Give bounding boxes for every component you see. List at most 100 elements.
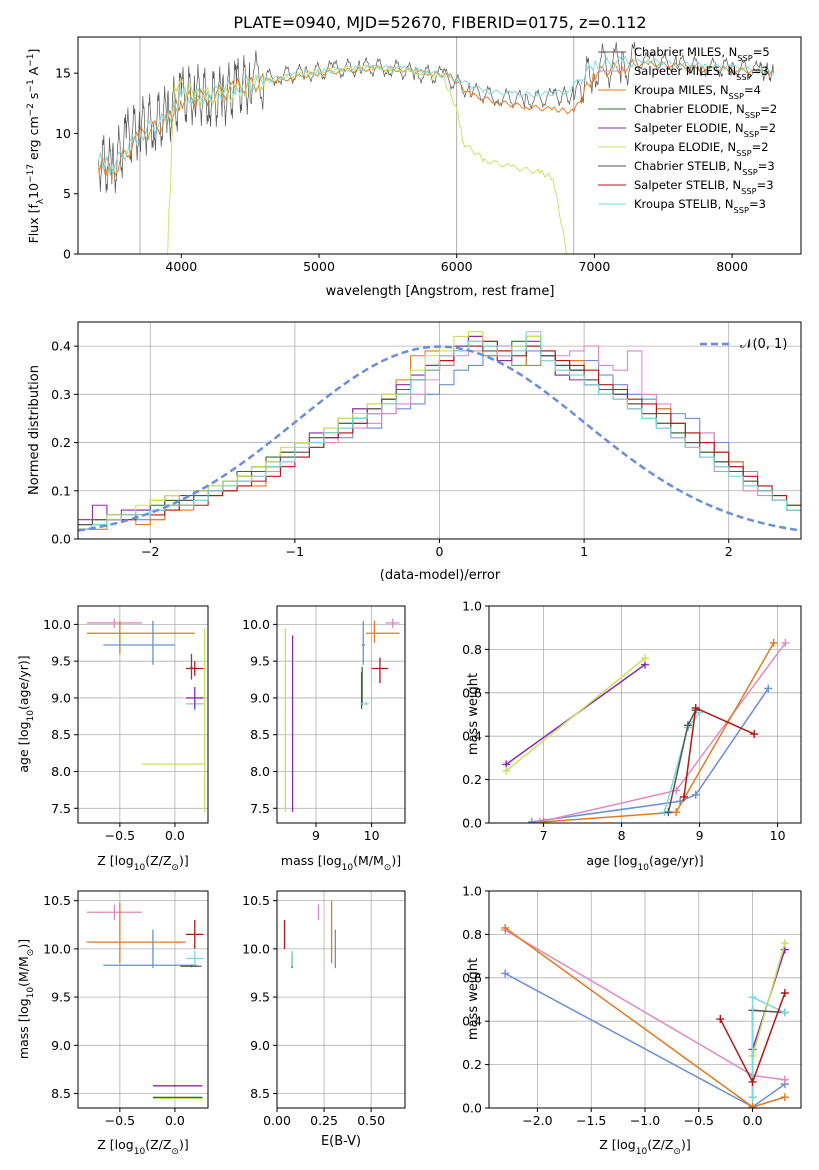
axes: −2.0 −1.5 −1.0 −0.5 0.0 0.0 0.2 0.4 0.6 0.8 1.0 <box>462 884 802 1128</box>
y-axis-label: age [log10(age/yr)] <box>16 655 36 772</box>
x-axis-label: wavelength [Angstrom, rest frame] <box>326 284 555 299</box>
data-point <box>691 790 700 799</box>
axes-frame <box>77 36 802 255</box>
errorbar <box>86 902 186 964</box>
legend-label: Chabrier ELODIE, NSSP=2 <box>634 102 777 120</box>
errorbar <box>360 672 363 709</box>
legend-label: Kroupa MILES, NSSP=4 <box>634 83 761 101</box>
y-axis-label: mass weight <box>466 673 481 755</box>
axes: 0.00 0.25 0.50 8.5 9.0 9.5 10.0 10.5 <box>242 890 406 1128</box>
axes-frame <box>276 605 406 824</box>
x-tick-label: 7 <box>540 828 548 843</box>
x-tick-label: 4000 <box>165 259 197 274</box>
axes: −0.5 0.0 7.5 8.0 8.5 9.0 9.5 10.0 <box>43 605 209 843</box>
panel-age_vs_z: −0.5 0.0 7.5 8.0 8.5 9.0 9.5 10.0 Z [log10(Z/Z⊙)… <box>16 605 209 873</box>
y-tick-label: 10.5 <box>43 893 71 908</box>
x-axis-label: Z [log10(Z/Z⊙)] <box>97 853 188 873</box>
panel-weight_vs_z: −2.0 −1.5 −1.0 −0.5 0.0 0.0 0.2 0.4 0.6 0.8 1.0 Z [… <box>462 884 802 1157</box>
data-point <box>680 792 688 801</box>
data-point <box>716 1015 725 1024</box>
x-tick-label: 10 <box>770 828 786 843</box>
y-tick-label: 0.1 <box>51 483 71 498</box>
y-tick-label: 0.4 <box>462 729 482 744</box>
x-tick-label: 1 <box>580 544 588 559</box>
data-point <box>664 808 673 817</box>
x-tick-label: 0.0 <box>165 828 185 843</box>
histogram-step <box>78 340 801 530</box>
x-tick-label: −2.0 <box>522 1113 552 1128</box>
data-point <box>691 703 700 712</box>
legend-label: Kroupa STELIB, NSSP=3 <box>634 197 766 215</box>
y-tick-label: 0.0 <box>462 816 482 831</box>
y-tick-label: 8.0 <box>51 764 71 779</box>
panel-mass_vs_ebv: 0.00 0.25 0.50 8.5 9.0 9.5 10.0 10.5 E(B-V) <box>242 890 406 1149</box>
y-tick-label: 0.4 <box>462 1014 482 1029</box>
plot-area <box>284 618 400 812</box>
y-tick-label: 9.5 <box>250 990 270 1005</box>
axes-frame <box>276 890 406 1109</box>
panel-age_vs_mass: 9 10 7.5 8.0 8.5 9.0 9.5 10.0 mass [log10(M/M⊙)] <box>242 605 406 873</box>
errorbar <box>180 965 202 968</box>
axes: 9 10 7.5 8.0 8.5 9.0 9.5 10.0 <box>242 605 406 843</box>
x-tick-label: 0.50 <box>357 1113 385 1128</box>
y-tick-label: 0.8 <box>462 927 482 942</box>
y-tick-label: 9.5 <box>51 990 71 1005</box>
x-axis-label: age [log10(age/yr)] <box>586 853 703 873</box>
y-tick-label: 1.0 <box>462 599 482 614</box>
axes: −0.5 0.0 8.5 9.0 9.5 10.0 10.5 <box>43 890 209 1128</box>
x-tick-label: 0.0 <box>165 1113 185 1128</box>
errorbar <box>103 620 175 665</box>
series-line <box>683 706 755 798</box>
x-tick-label: −1.0 <box>630 1113 660 1128</box>
y-tick-label: 9.0 <box>51 1038 71 1053</box>
y-axis-label: Normed distribution <box>27 365 42 495</box>
plot-area <box>283 900 337 969</box>
x-tick-label: 8 <box>618 828 626 843</box>
x-tick-label: 2 <box>725 544 733 559</box>
data-point <box>501 969 510 978</box>
x-tick-label: 0 <box>436 544 444 559</box>
x-tick-label: −1.5 <box>576 1113 606 1128</box>
x-tick-label: 9 <box>312 828 320 843</box>
x-tick-label: −0.5 <box>105 828 135 843</box>
y-tick-label: 0.0 <box>462 1101 482 1116</box>
y-tick-label: 15 <box>55 66 71 81</box>
y-tick-label: 7.5 <box>51 801 71 816</box>
data-point <box>748 1102 757 1108</box>
data-point <box>750 730 759 739</box>
axes-frame <box>77 605 209 824</box>
plot-area <box>98 37 774 254</box>
plot-area <box>502 638 790 823</box>
grid <box>276 891 405 1108</box>
legend-label: 𝒩(0, 1) <box>740 337 787 352</box>
data-point <box>748 993 757 1002</box>
series-line <box>751 942 786 1057</box>
errorbar <box>360 701 369 706</box>
data-point <box>781 638 790 647</box>
panel-weight_vs_age: 7 8 9 10 0.0 0.2 0.4 0.6 0.8 1.0 age [log10(age/yr… <box>462 599 802 873</box>
errorbar <box>291 635 294 812</box>
data-point <box>683 721 692 730</box>
y-tick-label: 7.5 <box>250 801 270 816</box>
data-point <box>501 923 510 932</box>
data-point <box>780 1093 789 1102</box>
x-tick-label: 6000 <box>441 259 473 274</box>
y-axis-label: mass weight <box>466 958 481 1040</box>
chart-title: PLATE=0940, MJD=52670, FIBERID=0175, z=0… <box>233 13 646 32</box>
grid <box>78 606 208 823</box>
x-tick-label: 7000 <box>579 259 611 274</box>
errorbar <box>86 904 142 920</box>
plot-area <box>86 618 206 812</box>
errorbar <box>284 628 286 812</box>
errorbar <box>366 620 400 643</box>
errorbar <box>185 686 204 709</box>
x-tick-label: −2 <box>141 544 159 559</box>
y-tick-label: 0.2 <box>462 1057 482 1072</box>
errorbar <box>185 919 204 949</box>
data-point <box>769 638 778 647</box>
errorbar <box>152 1096 203 1099</box>
data-point <box>748 1093 757 1102</box>
y-tick-label: 9.5 <box>51 654 71 669</box>
